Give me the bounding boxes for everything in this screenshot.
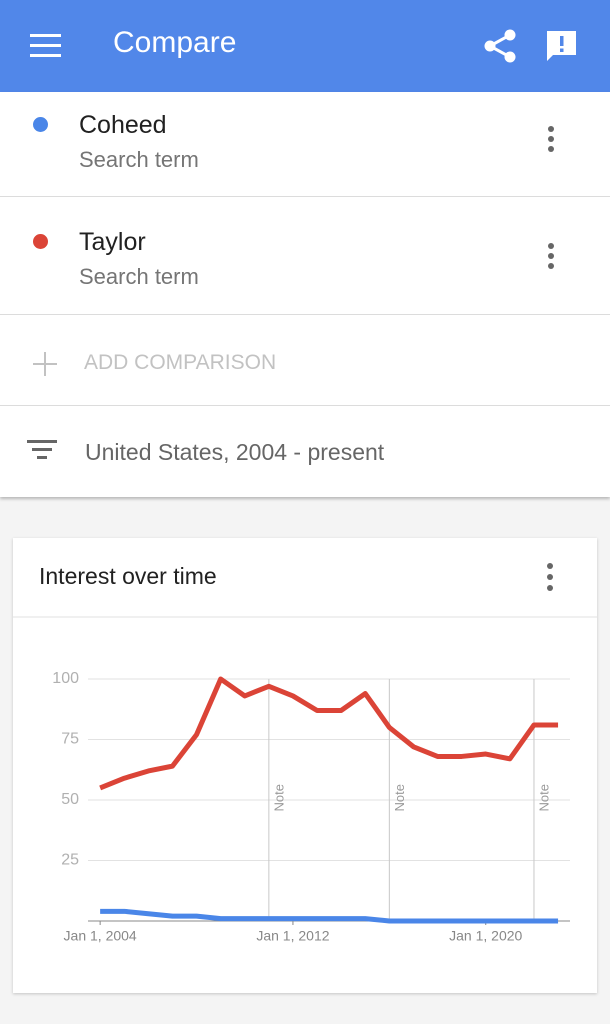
term-color [33,117,48,132]
add-icon[interactable] [33,352,57,376]
filter-text[interactable]: United States, 2004 - present [85,439,385,465]
divider [0,196,610,197]
note-label: Note [536,784,551,811]
x-tick-label: Jan 1, 2004 [64,928,137,944]
y-tick-label: 100 [52,670,79,687]
card-menu[interactable] [547,563,553,591]
y-tick-label: 75 [61,731,79,748]
feedback-icon[interactable] [544,29,580,65]
menu-icon[interactable] [30,34,62,58]
note-label: Note [271,784,286,811]
add-comparison[interactable]: ADD COMPARISON [84,351,277,374]
term-name: Coheed [79,111,167,139]
terms-panel [0,92,610,497]
app-title: Compare [113,26,237,59]
term-color [33,234,48,249]
series-line [99,676,559,791]
term-menu[interactable] [546,242,556,272]
term-subtitle: Search term [79,264,199,289]
chart: Interest over time 25 50 75 100 Jan 1, 2004 J… [13,563,597,944]
x-tick-label: Jan 1, 2012 [256,928,329,944]
series-line [100,908,559,924]
chart-title: Interest over time [39,563,217,589]
divider [0,405,610,406]
filter-icon[interactable] [27,440,59,464]
x-tick-label: Jan 1, 2020 [449,928,522,944]
chart-card: Interest over time 25 50 75 100 Jan 1, 2004 J… [13,538,597,993]
app-bar: Compare [0,0,610,92]
y-tick-label: 50 [61,791,79,808]
divider [0,314,610,315]
note-label: Note [392,784,407,811]
term-subtitle: Search term [79,147,199,172]
term-menu[interactable] [546,125,556,155]
y-tick-label: 25 [61,852,79,869]
term-name: Taylor [79,228,146,256]
share-icon[interactable] [482,28,518,64]
